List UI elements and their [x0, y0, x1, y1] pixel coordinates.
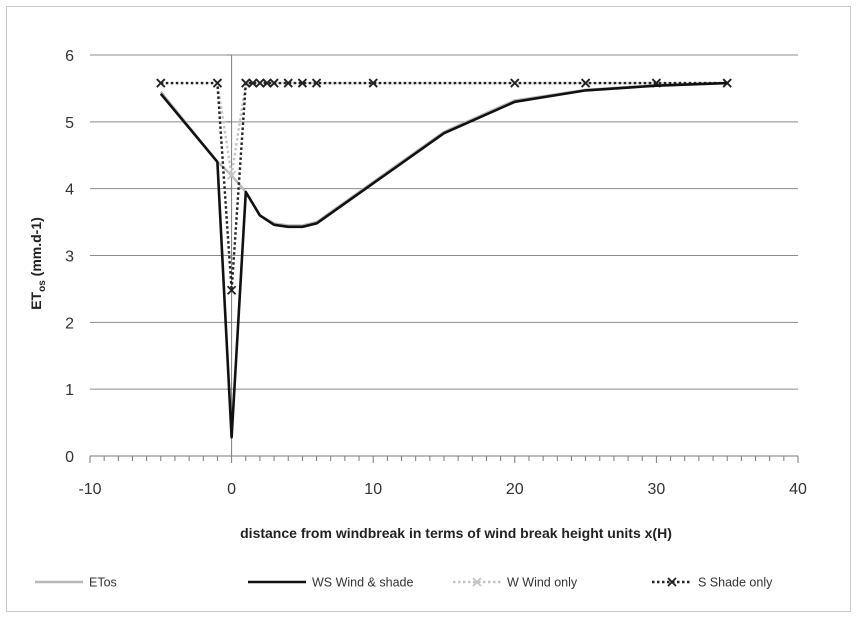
legend-item-2: W Wind only — [453, 576, 578, 590]
data-point-marker — [722, 78, 732, 88]
data-point-marker — [248, 78, 258, 88]
y-axis-title: ETos (mm.d-1) — [28, 217, 48, 310]
data-point-marker — [226, 285, 237, 295]
x-tick-label: 0 — [227, 481, 236, 498]
data-point-marker — [283, 78, 293, 88]
data-point-marker — [212, 78, 223, 88]
chart-frame — [6, 6, 851, 612]
x-axis-title: distance from windbreak in terms of wind… — [240, 525, 672, 541]
y-tick-label: 1 — [65, 382, 74, 399]
legend-marker — [667, 577, 677, 587]
legend-label-3: S Shade only — [698, 576, 773, 590]
series-line-3 — [160, 81, 728, 292]
x-tick-label: 10 — [364, 481, 382, 498]
legend-item-1: WS Wind & shade — [248, 576, 413, 590]
y-tick-label: 2 — [65, 315, 74, 332]
legend-label-1: WS Wind & shade — [312, 576, 413, 590]
x-tick-label: 30 — [648, 481, 666, 498]
data-point-marker — [368, 78, 378, 88]
legend: ETos WS Wind & shade W Wind only S Shade on… — [35, 576, 773, 590]
series-line-2 — [160, 81, 728, 177]
y-tick-label: 5 — [65, 115, 74, 132]
data-point-marker — [241, 78, 251, 88]
y-tick-label: 4 — [65, 182, 74, 199]
axes — [89, 54, 799, 463]
data-point-marker — [262, 78, 272, 88]
data-point-marker — [510, 78, 520, 88]
legend-marker — [472, 577, 482, 587]
legend-label-2: W Wind only — [507, 576, 578, 590]
legend-item-0: ETos — [35, 576, 117, 590]
series-1 — [159, 81, 728, 439]
data-point-marker — [297, 78, 308, 88]
y-tick-label: 3 — [65, 249, 74, 266]
data-point-marker — [269, 78, 279, 88]
data-point-marker — [580, 78, 591, 88]
y-tick-label: 0 — [65, 449, 74, 466]
legend-item-3: S Shade only — [652, 576, 773, 590]
data-point-marker — [255, 78, 265, 88]
x-tick-label: 20 — [506, 481, 524, 498]
data-point-marker — [226, 170, 237, 180]
series-layer — [156, 78, 732, 439]
x-tick-label: -10 — [78, 481, 101, 498]
data-point-marker — [156, 78, 166, 88]
series-line-1 — [159, 81, 728, 439]
data-point-marker — [311, 78, 322, 88]
gridlines — [90, 54, 798, 390]
y-tick-label: 6 — [65, 48, 74, 65]
legend-label-0: ETos — [89, 576, 117, 590]
series-3 — [156, 78, 732, 295]
x-tick-label: 40 — [789, 481, 807, 498]
